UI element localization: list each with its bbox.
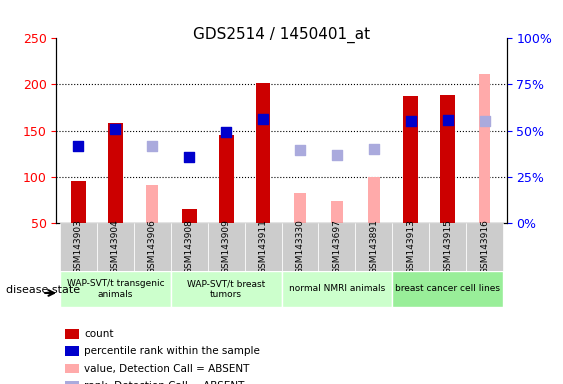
FancyBboxPatch shape bbox=[429, 223, 466, 271]
Point bbox=[406, 118, 415, 124]
Point bbox=[443, 118, 452, 124]
Point bbox=[148, 143, 157, 149]
Bar bbox=[368, 177, 379, 223]
Text: GSM143906: GSM143906 bbox=[148, 219, 157, 274]
Text: count: count bbox=[84, 329, 114, 339]
Text: percentile rank within the sample: percentile rank within the sample bbox=[84, 346, 260, 356]
Text: WAP-SVT/t breast
tumors: WAP-SVT/t breast tumors bbox=[187, 279, 265, 299]
FancyBboxPatch shape bbox=[171, 271, 282, 307]
Bar bbox=[294, 193, 306, 223]
Text: GSM143916: GSM143916 bbox=[480, 219, 489, 274]
Point bbox=[74, 143, 83, 149]
Point bbox=[222, 129, 231, 136]
Bar bbox=[403, 96, 418, 223]
Bar bbox=[440, 94, 455, 223]
Text: GSM143913: GSM143913 bbox=[406, 219, 415, 274]
FancyBboxPatch shape bbox=[97, 223, 134, 271]
FancyBboxPatch shape bbox=[392, 223, 429, 271]
Point bbox=[258, 116, 267, 122]
Text: breast cancer cell lines: breast cancer cell lines bbox=[395, 285, 500, 293]
FancyBboxPatch shape bbox=[282, 271, 392, 307]
FancyBboxPatch shape bbox=[466, 223, 503, 271]
FancyBboxPatch shape bbox=[319, 223, 355, 271]
Point bbox=[480, 118, 489, 124]
Text: GSM143891: GSM143891 bbox=[369, 219, 378, 274]
FancyBboxPatch shape bbox=[60, 271, 171, 307]
FancyBboxPatch shape bbox=[355, 223, 392, 271]
Bar bbox=[146, 185, 158, 223]
Bar bbox=[219, 135, 234, 223]
Bar bbox=[108, 123, 123, 223]
Bar bbox=[182, 209, 196, 223]
Text: value, Detection Call = ABSENT: value, Detection Call = ABSENT bbox=[84, 364, 250, 374]
Bar bbox=[479, 74, 490, 223]
FancyBboxPatch shape bbox=[208, 223, 244, 271]
Text: normal NMRI animals: normal NMRI animals bbox=[289, 285, 385, 293]
Text: GSM143904: GSM143904 bbox=[111, 219, 120, 274]
Point bbox=[369, 146, 378, 152]
Point bbox=[332, 151, 341, 157]
FancyBboxPatch shape bbox=[282, 223, 319, 271]
Text: GSM143903: GSM143903 bbox=[74, 219, 83, 274]
Point bbox=[111, 126, 120, 132]
FancyBboxPatch shape bbox=[171, 223, 208, 271]
Text: GSM143697: GSM143697 bbox=[332, 219, 341, 274]
Text: WAP-SVT/t transgenic
animals: WAP-SVT/t transgenic animals bbox=[66, 279, 164, 299]
Text: GSM143915: GSM143915 bbox=[443, 219, 452, 274]
FancyBboxPatch shape bbox=[134, 223, 171, 271]
Bar bbox=[331, 200, 343, 223]
Text: GSM143908: GSM143908 bbox=[185, 219, 194, 274]
Point bbox=[185, 154, 194, 161]
Text: GSM143911: GSM143911 bbox=[258, 219, 267, 274]
FancyBboxPatch shape bbox=[392, 271, 503, 307]
Text: disease state: disease state bbox=[6, 285, 80, 295]
Point bbox=[296, 147, 305, 153]
Text: GSM143909: GSM143909 bbox=[222, 219, 231, 274]
Text: GDS2514 / 1450401_at: GDS2514 / 1450401_at bbox=[193, 27, 370, 43]
FancyBboxPatch shape bbox=[244, 223, 282, 271]
Bar bbox=[71, 181, 86, 223]
Text: GSM143330: GSM143330 bbox=[296, 219, 305, 274]
Bar bbox=[256, 83, 270, 223]
FancyBboxPatch shape bbox=[60, 223, 97, 271]
Text: rank, Detection Call = ABSENT: rank, Detection Call = ABSENT bbox=[84, 381, 245, 384]
